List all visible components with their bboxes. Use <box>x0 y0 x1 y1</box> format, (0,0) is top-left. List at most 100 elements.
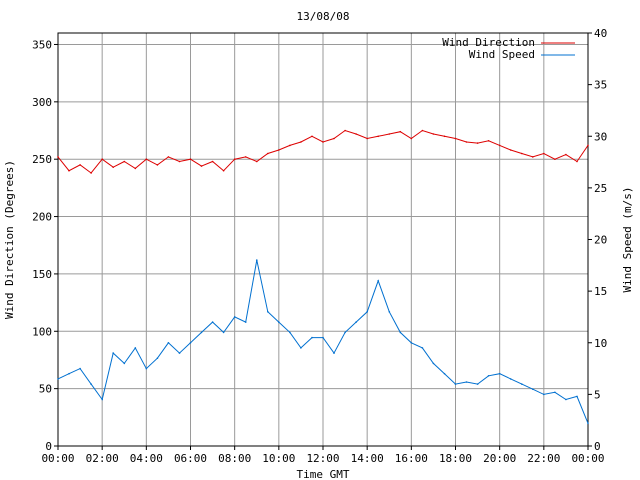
y-right-tick-label: 0 <box>594 440 601 453</box>
data-point-wind-direction <box>465 141 468 143</box>
data-point-wind-speed <box>311 336 313 339</box>
data-point-wind-speed <box>112 352 114 354</box>
data-point-wind-speed <box>377 280 380 282</box>
data-point-wind-direction <box>222 169 225 172</box>
data-point-wind-speed <box>79 367 81 370</box>
x-tick-label: 18:00 <box>439 452 472 465</box>
data-point-wind-speed <box>366 311 369 313</box>
y-right-tick-label: 25 <box>594 182 607 195</box>
data-point-wind-speed <box>233 316 236 318</box>
data-point-wind-speed <box>388 311 391 313</box>
data-point-wind-direction <box>255 160 258 163</box>
data-point-wind-speed <box>421 347 424 349</box>
data-point-wind-direction <box>233 158 236 160</box>
data-point-wind-direction <box>278 149 280 151</box>
data-point-wind-speed <box>410 342 413 344</box>
data-point-wind-speed <box>211 321 214 323</box>
data-point-wind-speed <box>167 342 170 344</box>
y-left-tick-label: 250 <box>32 153 52 166</box>
data-point-wind-direction <box>211 160 214 163</box>
data-point-wind-direction <box>355 133 357 135</box>
y-right-tick-label: 40 <box>594 27 607 40</box>
x-tick-label: 06:00 <box>174 452 207 465</box>
data-point-wind-speed <box>443 372 446 375</box>
y-right-tick-label: 35 <box>594 79 607 92</box>
x-tick-label: 00:00 <box>571 452 604 465</box>
data-point-wind-speed <box>532 388 534 391</box>
data-point-wind-speed <box>465 381 468 383</box>
data-point-wind-direction <box>244 156 247 158</box>
data-point-wind-direction <box>388 133 391 135</box>
data-point-wind-direction <box>145 158 148 160</box>
data-point-wind-direction <box>487 140 490 142</box>
x-tick-label: 00:00 <box>41 452 74 465</box>
data-point-wind-direction <box>300 141 302 143</box>
data-point-wind-direction <box>200 165 203 167</box>
x-tick-label: 08:00 <box>218 452 251 465</box>
data-point-wind-direction <box>509 149 512 151</box>
data-point-wind-speed <box>134 347 137 349</box>
data-point-wind-direction <box>134 167 137 170</box>
data-point-wind-direction <box>289 144 291 147</box>
y-left-tick-label: 100 <box>32 325 52 338</box>
data-point-wind-speed <box>267 311 269 313</box>
data-point-wind-direction <box>90 172 92 174</box>
data-point-wind-speed <box>156 357 159 360</box>
data-point-wind-direction <box>57 156 59 158</box>
data-point-wind-speed <box>289 331 291 334</box>
x-tick-label: 22:00 <box>527 452 560 465</box>
data-point-wind-speed <box>587 422 589 425</box>
data-point-wind-direction <box>432 133 435 135</box>
data-point-wind-speed <box>145 367 148 370</box>
legend: Wind Direction Wind Speed <box>442 36 575 61</box>
data-point-wind-speed <box>565 398 567 401</box>
data-point-wind-direction <box>543 152 545 155</box>
data-point-wind-speed <box>333 352 335 354</box>
data-point-wind-speed <box>244 321 247 323</box>
data-point-wind-direction <box>443 135 446 138</box>
y-left-tick-label: 350 <box>32 38 52 51</box>
data-point-wind-direction <box>68 169 70 172</box>
data-point-wind-direction <box>410 137 413 140</box>
data-point-wind-speed <box>487 375 490 377</box>
data-point-wind-direction <box>112 166 114 168</box>
data-point-wind-speed <box>101 398 103 401</box>
data-point-wind-direction <box>156 164 159 166</box>
data-point-wind-direction <box>454 137 457 140</box>
data-point-wind-speed <box>123 362 126 365</box>
y-left-tick-label: 150 <box>32 268 52 281</box>
data-point-wind-direction <box>189 158 192 160</box>
data-point-wind-speed <box>57 378 59 380</box>
data-point-wind-speed <box>68 372 70 375</box>
y-left-tick-label: 0 <box>45 440 52 453</box>
data-point-wind-direction <box>554 158 556 160</box>
x-tick-label: 16:00 <box>395 452 428 465</box>
data-point-wind-direction <box>322 141 324 143</box>
data-point-wind-direction <box>498 144 501 147</box>
data-point-wind-direction <box>167 156 170 158</box>
data-point-wind-direction <box>344 129 346 132</box>
data-point-wind-speed <box>576 395 578 398</box>
series-layer <box>57 129 589 425</box>
x-tick-label: 14:00 <box>351 452 384 465</box>
x-tick-label: 02:00 <box>86 452 119 465</box>
data-point-wind-direction <box>123 160 126 163</box>
data-point-wind-speed <box>521 383 523 385</box>
y-right-tick-label: 20 <box>594 234 607 247</box>
y-axis-label-left: Wind Direction (Degrees) <box>3 160 16 319</box>
data-point-wind-speed <box>454 383 457 385</box>
y-left-tick-label: 50 <box>39 383 52 396</box>
data-point-wind-speed <box>222 331 225 334</box>
data-point-wind-speed <box>189 342 192 344</box>
data-point-wind-direction <box>421 129 424 132</box>
data-point-wind-direction <box>521 152 523 155</box>
data-point-wind-direction <box>476 142 479 144</box>
data-point-wind-speed <box>278 321 280 323</box>
data-point-wind-direction <box>101 158 103 160</box>
data-point-wind-direction <box>311 135 313 138</box>
data-point-wind-speed <box>300 347 302 349</box>
data-point-wind-direction <box>178 160 181 163</box>
data-point-wind-direction <box>565 153 567 156</box>
x-axis-label: Time GMT <box>297 468 350 480</box>
